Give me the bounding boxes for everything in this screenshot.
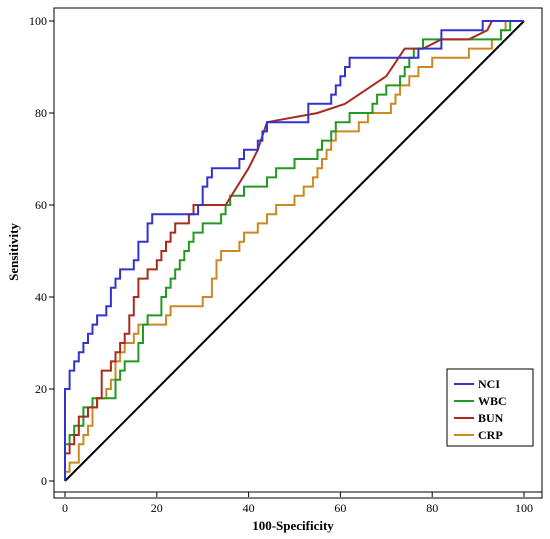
- legend-label-wbc: WBC: [478, 394, 507, 408]
- y-tick-label: 40: [35, 290, 47, 304]
- legend-items: NCI WBC BUN CRP: [454, 377, 507, 442]
- legend-label-bun: BUN: [478, 411, 504, 425]
- series-line-wbc: [64, 20, 524, 481]
- x-tick-label: 0: [62, 501, 68, 515]
- x-axis-title: 100-Specificity: [252, 518, 334, 533]
- series-line-bun: [64, 20, 524, 481]
- x-tick-label: 40: [243, 501, 255, 515]
- legend-label-crp: CRP: [478, 428, 503, 442]
- y-ticks: 0 20 40 60 80 100: [29, 14, 54, 488]
- x-tick-label: 60: [334, 501, 346, 515]
- x-tick-label: 20: [151, 501, 163, 515]
- x-tick-label: 80: [426, 501, 438, 515]
- series-line-nci: [64, 20, 524, 481]
- legend-box: [446, 368, 534, 447]
- y-tick-label: 20: [35, 382, 47, 396]
- legend: NCI WBC BUN CRP: [446, 368, 534, 447]
- y-axis-title: Sensitivity: [6, 223, 21, 281]
- y-tick-label: 80: [35, 106, 47, 120]
- reference-diagonal-line: [64, 20, 525, 482]
- x-tick-label: 100: [515, 501, 533, 515]
- y-tick-label: 100: [29, 14, 47, 28]
- axes: [53, 8, 542, 498]
- y-tick-label: 0: [41, 474, 47, 488]
- y-tick-label: 60: [35, 198, 47, 212]
- series-layer: [64, 20, 524, 481]
- x-ticks: 0 20 40 60 80 100: [62, 492, 533, 515]
- legend-label-nci: NCI: [478, 377, 500, 391]
